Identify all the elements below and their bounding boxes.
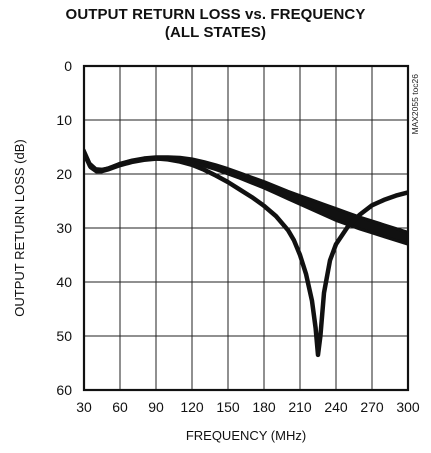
x-tick-label: 120 xyxy=(180,399,204,415)
y-tick-label: 10 xyxy=(56,112,72,128)
y-tick-labels: 0 10 20 30 40 50 60 xyxy=(56,58,72,398)
y-tick-label: 0 xyxy=(64,58,72,74)
x-tick-label: 180 xyxy=(252,399,276,415)
chart-title-line1: OUTPUT RETURN LOSS vs. FREQUENCY xyxy=(65,6,366,23)
x-tick-label: 270 xyxy=(360,399,384,415)
x-tick-label: 30 xyxy=(76,399,92,415)
figure-id-watermark: MAX2055 toc26 xyxy=(410,74,420,135)
y-tick-label: 20 xyxy=(56,166,72,182)
plot-frame xyxy=(82,64,410,392)
x-axis-label: FREQUENCY (MHz) xyxy=(186,428,306,443)
x-tick-label: 300 xyxy=(396,399,420,415)
y-tick-label: 40 xyxy=(56,274,72,290)
y-tick-label: 60 xyxy=(56,382,72,398)
y-axis-label: OUTPUT RETURN LOSS (dB) xyxy=(12,139,27,316)
x-tick-label: 240 xyxy=(324,399,348,415)
y-tick-label: 50 xyxy=(56,328,72,344)
x-tick-label: 150 xyxy=(216,399,240,415)
x-tick-label: 210 xyxy=(288,399,312,415)
series-band-0 xyxy=(84,148,408,246)
series-line-1 xyxy=(84,150,408,358)
chart-title-line2: (ALL STATES) xyxy=(164,24,267,41)
x-tick-label: 90 xyxy=(148,399,164,415)
y-tick-label: 30 xyxy=(56,220,72,236)
x-tick-label: 60 xyxy=(112,399,128,415)
x-tick-labels: 30 60 90 120 150 180 210 240 270 300 xyxy=(76,399,420,415)
series-layer xyxy=(84,148,408,358)
